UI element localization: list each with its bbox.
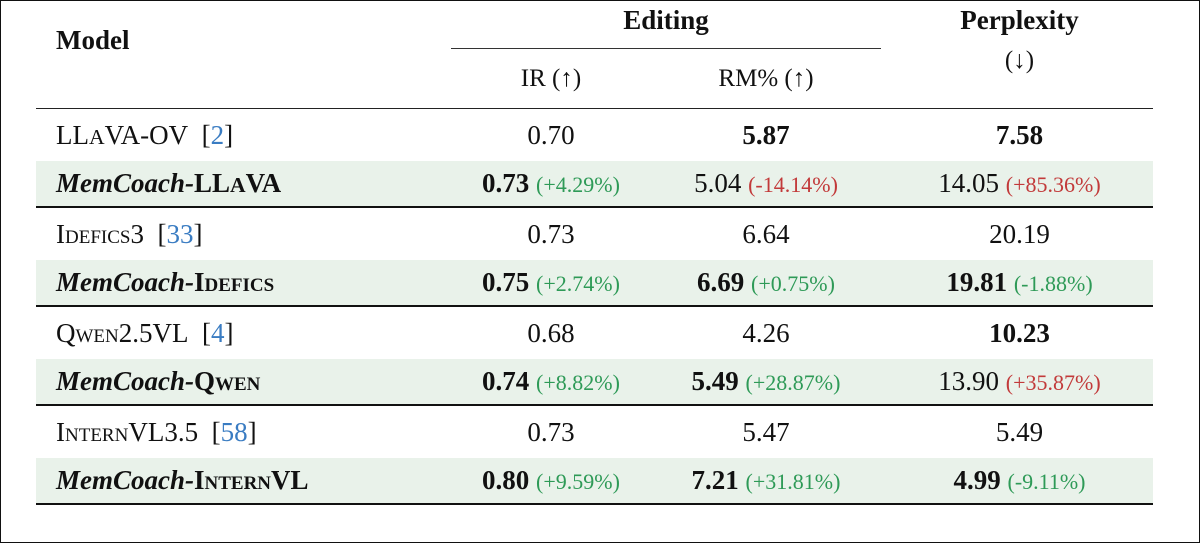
- ppl-value: 20.19: [989, 218, 1050, 249]
- table-row-highlight: MemCoach-LLAVA 0.73 (+4.29%) 5.04 (-14.1…: [36, 161, 1153, 206]
- model-name: MemCoach-InternVL: [56, 465, 309, 495]
- delta-badge: (+31.81%): [745, 469, 841, 494]
- citation-link[interactable]: 58: [220, 416, 248, 447]
- delta-badge: (+0.75%): [751, 271, 835, 296]
- model-name: LLAVA-OV [2]: [56, 119, 234, 150]
- ppl-value: 10.23: [989, 317, 1050, 348]
- model-group-qwen: Qwen2.5VL [4] 0.68 4.26 10.23 MemCoach-Q…: [36, 307, 1153, 404]
- header-perplexity-arrow: (↓): [1004, 47, 1035, 74]
- model-name: MemCoach-Idefics: [56, 267, 275, 297]
- editing-cmidrule: [451, 48, 881, 49]
- model-group-internvl: InternVL3.5 [58] 0.73 5.47 5.49 MemCoach…: [36, 406, 1153, 503]
- rm-value: 5.47: [742, 416, 790, 447]
- group-rule: [36, 206, 1153, 208]
- ir-value: 0.73 (+4.29%): [482, 168, 620, 198]
- ir-value: 0.68: [527, 317, 575, 348]
- rm-value: 5.87: [742, 119, 790, 150]
- rm-value: 6.64: [742, 218, 790, 249]
- group-rule: [36, 404, 1153, 406]
- delta-badge: (-14.14%): [748, 172, 838, 197]
- table-row: Qwen2.5VL [4] 0.68 4.26 10.23: [36, 307, 1153, 359]
- ppl-value: 5.49: [995, 416, 1044, 447]
- rm-value: 5.49 (+28.87%): [691, 366, 841, 396]
- ppl-value: 19.81 (-1.88%): [946, 267, 1093, 297]
- model-group-idefics: Idefics3 [33] 0.73 6.64 20.19 MemCoach-I…: [36, 208, 1153, 305]
- citation-link[interactable]: 33: [166, 218, 194, 249]
- delta-badge: (+35.87%): [1005, 370, 1101, 395]
- table-row-highlight: MemCoach-InternVL 0.80 (+9.59%) 7.21 (+3…: [36, 458, 1153, 503]
- ppl-value: 13.90 (+35.87%): [938, 366, 1101, 396]
- table-row: Idefics3 [33] 0.73 6.64 20.19: [36, 208, 1153, 260]
- ir-value: 0.70: [527, 119, 575, 150]
- model-name: MemCoach-Qwen: [56, 366, 261, 396]
- group-rule: [36, 305, 1153, 307]
- rm-value: 7.21 (+31.81%): [691, 465, 841, 495]
- citation-link[interactable]: 2: [210, 119, 225, 150]
- ir-value: 0.80 (+9.59%): [482, 465, 620, 495]
- table-row-highlight: MemCoach-Qwen 0.74 (+8.82%) 5.49 (+28.87…: [36, 359, 1153, 404]
- header-rule: [36, 108, 1153, 109]
- table-row: InternVL3.5 [58] 0.73 5.47 5.49: [36, 406, 1153, 458]
- header-editing: Editing: [623, 5, 709, 35]
- table-row-highlight: MemCoach-Idefics 0.75 (+2.74%) 6.69 (+0.…: [36, 260, 1153, 305]
- rm-value: 4.26: [742, 317, 790, 348]
- ir-value: 0.74 (+8.82%): [482, 366, 620, 396]
- table-header: Model Editing IR (↑) RM% (↑) Perplexity …: [36, 1, 1153, 108]
- delta-badge: (+2.74%): [536, 271, 620, 296]
- ppl-value: 14.05 (+85.36%): [938, 168, 1101, 198]
- delta-badge: (+9.59%): [536, 469, 620, 494]
- model-name: MemCoach-LLAVA: [56, 168, 282, 198]
- header-perplexity: Perplexity: [960, 5, 1079, 35]
- rm-value: 6.69 (+0.75%): [697, 267, 835, 297]
- ppl-value: 4.99 (-9.11%): [953, 465, 1086, 495]
- ir-value: 0.73: [527, 416, 575, 447]
- header-rm: RM% (↑): [718, 65, 814, 92]
- table-row: LLAVA-OV [2] 0.70 5.87 7.58: [36, 109, 1153, 161]
- ir-value: 0.75 (+2.74%): [482, 267, 620, 297]
- bottom-rule: [36, 503, 1153, 505]
- header-ir: IR (↑): [520, 65, 582, 92]
- delta-badge: (-9.11%): [1007, 469, 1086, 494]
- header-model: Model: [56, 25, 130, 55]
- ppl-value: 7.58: [995, 119, 1044, 150]
- citation-link[interactable]: 4: [211, 317, 225, 348]
- delta-badge: (+85.36%): [1005, 172, 1101, 197]
- ir-value: 0.73: [527, 218, 575, 249]
- model-name: Qwen2.5VL [4]: [56, 317, 234, 348]
- delta-badge: (+28.87%): [745, 370, 841, 395]
- results-table: Model Editing IR (↑) RM% (↑) Perplexity …: [36, 1, 1153, 505]
- delta-badge: (+4.29%): [536, 172, 620, 197]
- delta-badge: (-1.88%): [1013, 271, 1093, 296]
- rm-value: 5.04 (-14.14%): [694, 168, 838, 198]
- model-name: Idefics3 [33]: [56, 218, 203, 249]
- model-name: InternVL3.5 [58]: [56, 416, 257, 447]
- model-group-llava: LLAVA-OV [2] 0.70 5.87 7.58 MemCoach-LLA…: [36, 109, 1153, 206]
- delta-badge: (+8.82%): [536, 370, 620, 395]
